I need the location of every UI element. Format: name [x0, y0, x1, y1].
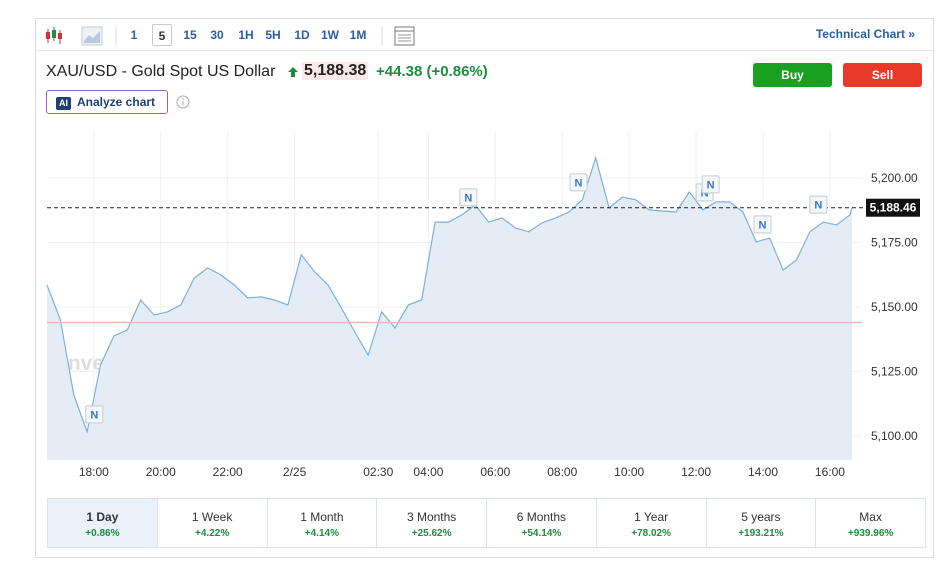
x-tick-label: 20:00 [146, 465, 176, 479]
interval-button[interactable]: 1D [294, 28, 310, 42]
news-marker[interactable]: N [459, 188, 478, 207]
period-change: +193.21% [738, 528, 784, 539]
period-button[interactable]: 1 Month +4.14% [266, 498, 378, 548]
interval-button[interactable]: 15 [183, 28, 197, 42]
period-label: Max [859, 510, 882, 524]
y-tick-label: 5,200.00 [871, 171, 918, 185]
price-line [46, 155, 853, 435]
news-marker-label: N [759, 219, 767, 231]
y-tick-label: 5,175.00 [871, 235, 918, 249]
chart: 18:00 20:00 22:00 2/25 02:30 04:00 06:00 08:00 1… [46, 132, 920, 479]
news-marker-label: N [575, 177, 583, 189]
period-label: 5 years [741, 510, 781, 524]
news-marker-box [701, 175, 720, 194]
news-marker[interactable]: N [809, 195, 828, 214]
period-change: +0.86% [85, 528, 120, 539]
news-marker-label: N [90, 409, 98, 421]
area-icon[interactable] [81, 26, 103, 46]
candlestick-icon[interactable] [46, 27, 62, 44]
news-marker[interactable]: N [701, 175, 720, 194]
period-change: +25.62% [411, 528, 452, 539]
news-marker-box [459, 188, 478, 207]
y-tick-label: 5,150.00 [871, 300, 918, 314]
current-price-box [866, 198, 920, 217]
x-tick-label: 12:00 [681, 465, 711, 479]
period-button[interactable]: 1 Year +78.02% [595, 498, 707, 548]
news-marker[interactable]: N [569, 173, 588, 192]
price-change: +44.38 (+0.86%) [376, 63, 488, 80]
period-change: +4.22% [195, 528, 230, 539]
price: 5,188.38 [302, 62, 369, 80]
interval-button[interactable]: 5 [152, 24, 172, 46]
news-marker-box [753, 215, 772, 234]
period-button[interactable]: Max +939.96% [815, 498, 926, 548]
news-marker[interactable]: N [753, 215, 772, 234]
news-marker-label: N [814, 200, 822, 212]
up-arrow [288, 67, 298, 77]
instrument-title: XAU/USD - Gold Spot US Dollar [46, 63, 276, 80]
y-tick-label: 5,100.00 [871, 429, 918, 443]
chart-type-icons [46, 26, 117, 46]
x-tick-label: 14:00 [748, 465, 778, 479]
interval-button[interactable]: 30 [210, 28, 224, 42]
interval-button[interactable]: 5H [265, 28, 281, 42]
period-label: 1 Day [86, 510, 119, 524]
period-button[interactable]: 3 Months +25.62% [376, 498, 487, 548]
link-text: Technical Chart [815, 27, 905, 41]
period-button[interactable]: 1 Week +4.22% [156, 498, 268, 548]
period-label: 1 Week [191, 510, 233, 524]
interval-button[interactable]: 1W [321, 28, 339, 42]
x-tick-label: 18:00 [79, 465, 109, 479]
ai-badge: AI [56, 97, 71, 110]
x-tick-label: 08:00 [547, 465, 577, 479]
x-tick-label: 10:00 [614, 465, 644, 479]
period-button[interactable]: 5 years +193.21% [705, 498, 817, 548]
period-label: 6 Months [516, 510, 567, 524]
news-marker[interactable]: N [85, 405, 104, 424]
layout-icon-box [381, 26, 415, 46]
x-tick-label: 16:00 [815, 465, 845, 479]
x-tick-label: 02:30 [363, 465, 393, 479]
sell-button[interactable]: Sell [843, 63, 922, 87]
period-change: +939.96% [847, 528, 894, 539]
x-tick-label: 04:00 [413, 465, 443, 479]
analyze-chart-button[interactable]: AI Analyze chart [46, 90, 168, 114]
area-fill [47, 157, 852, 461]
change-percent: (+0.86%) [426, 63, 488, 80]
period-button[interactable]: 6 Months +54.14% [486, 498, 597, 548]
current-price-label: 5,188.46 [870, 201, 917, 215]
buy-button[interactable]: Buy [753, 63, 832, 87]
period-button[interactable]: 1 Day +0.86% [47, 498, 158, 548]
news-marker-box [569, 173, 588, 192]
change-value: +44.38 [376, 63, 423, 80]
widget-frame [35, 18, 934, 558]
period-change: +54.14% [521, 528, 562, 539]
info-icon[interactable] [176, 95, 190, 109]
y-tick-label: 5,125.00 [871, 364, 918, 378]
news-marker-box [809, 195, 828, 214]
interval-button[interactable]: 1 [130, 28, 138, 42]
divider [36, 50, 933, 51]
analyze-text: Analyze chart [77, 95, 156, 109]
technical-chart-link[interactable]: Technical Chart » [816, 27, 915, 41]
interval-button[interactable]: 1H [238, 28, 254, 42]
period-label: 1 Month [300, 510, 344, 524]
x-tick-label: 2/25 [283, 465, 307, 479]
layout-icon[interactable] [394, 26, 415, 46]
news-marker-label: N [707, 179, 715, 191]
period-label: 1 Year [634, 510, 669, 524]
period-label: 3 Months [406, 510, 457, 524]
period-change: +4.14% [304, 528, 339, 539]
interval-button[interactable]: 1M [349, 28, 367, 42]
x-tick-label: 06:00 [480, 465, 510, 479]
news-marker-box [85, 405, 104, 424]
x-tick-label: 22:00 [213, 465, 243, 479]
period-change: +78.02% [631, 528, 671, 539]
news-marker-label: N [464, 192, 472, 204]
chevron: » [908, 27, 915, 41]
